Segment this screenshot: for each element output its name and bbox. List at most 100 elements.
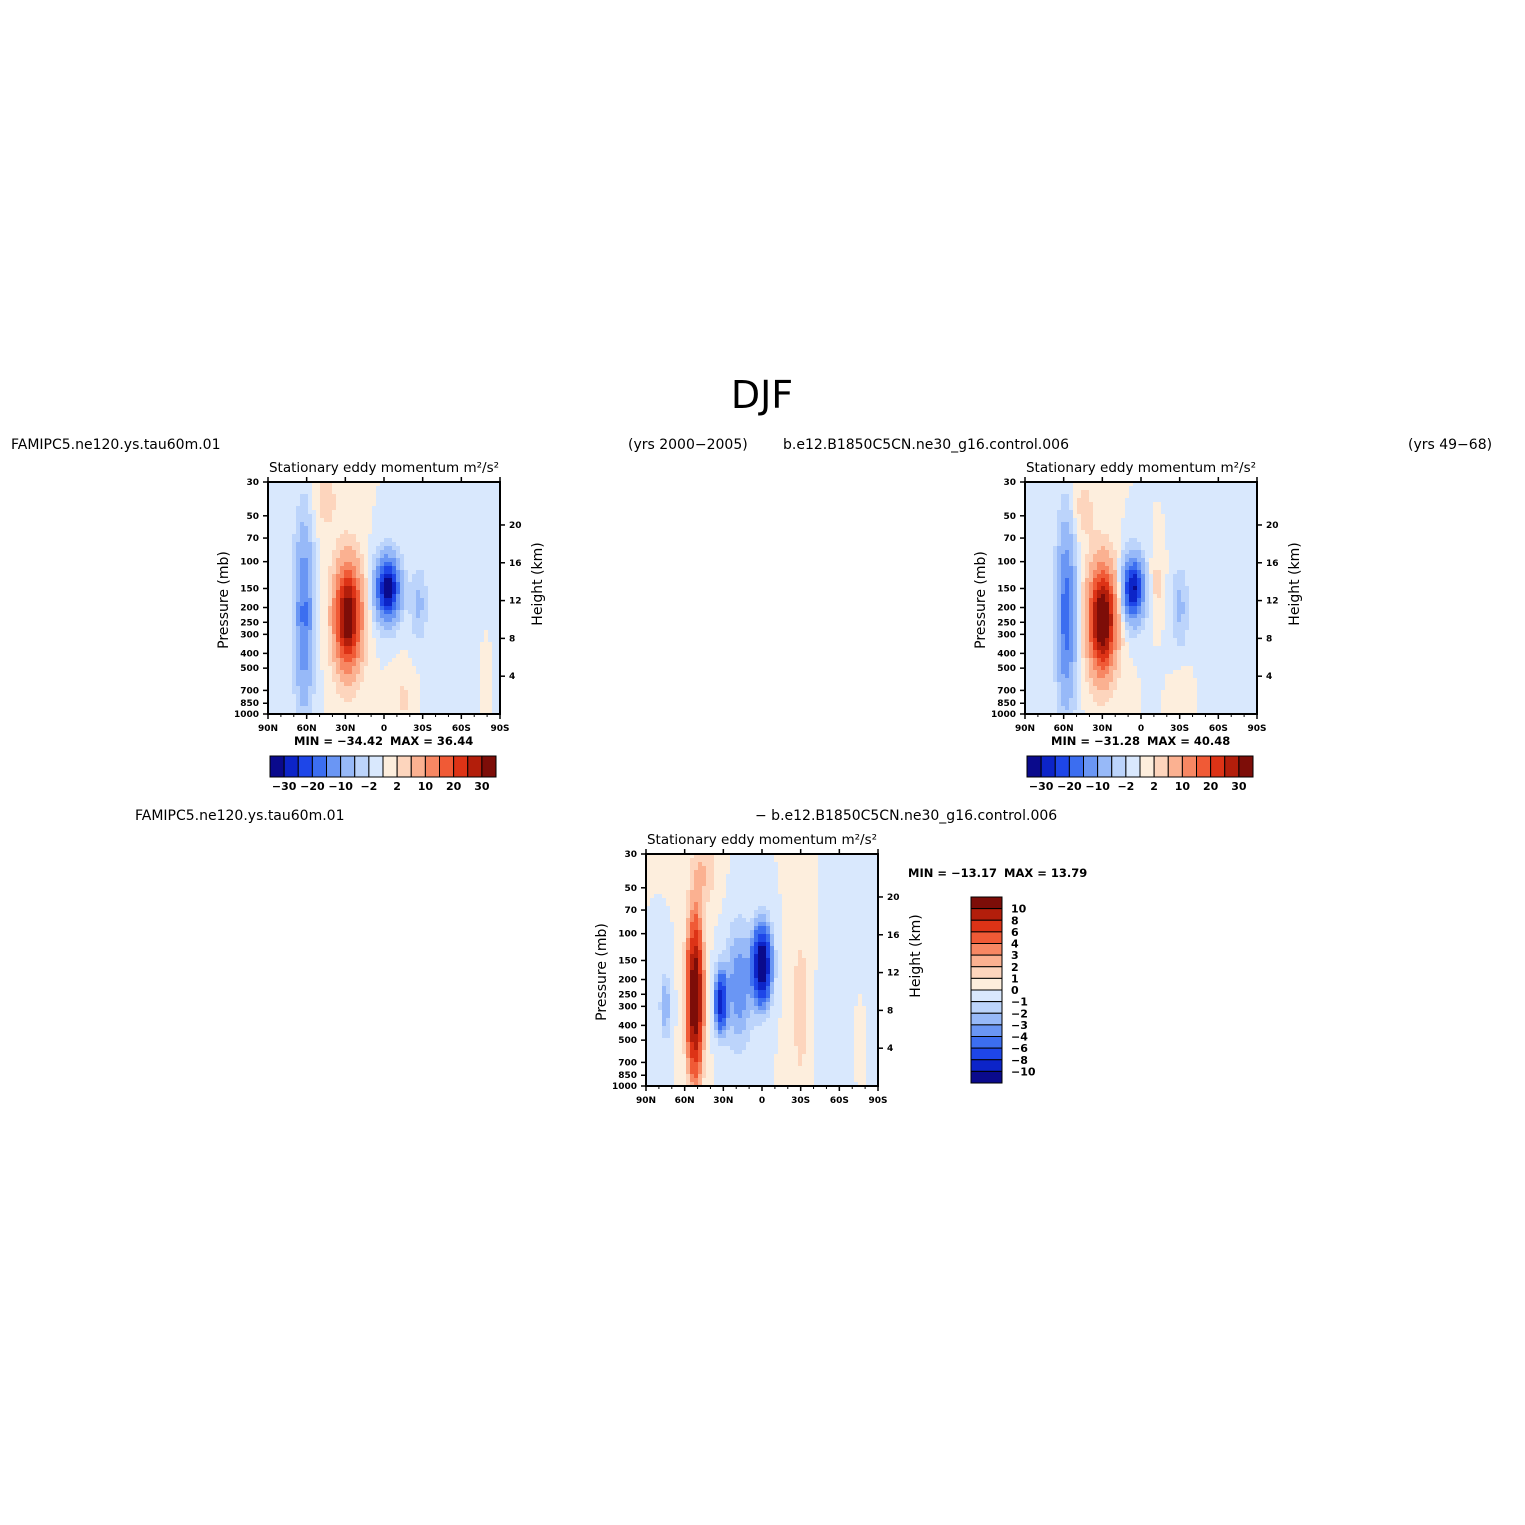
field-cell <box>292 694 297 699</box>
field-cell <box>428 694 433 699</box>
field-cell <box>428 606 433 611</box>
field-cell <box>444 566 449 571</box>
field-cell <box>280 598 285 603</box>
field-cell <box>1089 646 1094 651</box>
field-cell <box>1093 514 1098 519</box>
field-cell <box>444 610 449 615</box>
field-cell <box>376 582 381 587</box>
field-cell <box>492 654 497 659</box>
field-cell <box>348 642 353 647</box>
field-cell <box>396 666 401 671</box>
field-cell <box>276 510 281 515</box>
field-cell <box>1097 678 1102 683</box>
field-cell <box>360 506 365 511</box>
field-cell <box>1037 578 1042 583</box>
field-cell <box>308 622 313 627</box>
field-cell <box>392 634 397 639</box>
field-cell <box>472 586 477 591</box>
field-cell <box>352 566 357 571</box>
field-cell <box>432 550 437 555</box>
field-cell <box>456 518 461 523</box>
field-cell <box>276 662 281 667</box>
field-cell <box>1081 558 1086 563</box>
field-cell <box>1029 538 1034 543</box>
field-cell <box>1105 550 1110 555</box>
field-cell <box>1129 502 1134 507</box>
field-cell <box>268 702 273 707</box>
field-cell <box>1025 602 1030 607</box>
field-cell <box>1113 618 1118 623</box>
field-cell <box>1117 526 1122 531</box>
field-cell <box>488 562 493 567</box>
field-cell <box>416 694 421 699</box>
field-cell <box>488 694 493 699</box>
field-cell <box>448 654 453 659</box>
field-cell <box>384 542 389 547</box>
field-cell <box>460 634 465 639</box>
field-cell <box>332 674 337 679</box>
field-cell <box>1113 638 1118 643</box>
field-cell <box>320 662 325 667</box>
field-cell <box>276 666 281 671</box>
field-cell <box>368 574 373 579</box>
field-cell <box>316 594 321 599</box>
field-cell <box>376 526 381 531</box>
field-cell <box>408 550 413 555</box>
field-cell <box>1081 578 1086 583</box>
field-cell <box>368 562 373 567</box>
field-cell <box>472 534 477 539</box>
field-cell <box>388 534 393 539</box>
field-cell <box>1077 494 1082 499</box>
field-cell <box>1057 586 1062 591</box>
field-cell <box>432 694 437 699</box>
field-cell <box>420 618 425 623</box>
field-cell <box>1097 546 1102 551</box>
field-cell <box>412 538 417 543</box>
field-cell <box>324 566 329 571</box>
field-cell <box>340 518 345 523</box>
field-cell <box>476 682 481 687</box>
field-cell <box>464 694 469 699</box>
field-cell <box>464 590 469 595</box>
field-cell <box>344 586 349 591</box>
field-cell <box>1061 698 1066 703</box>
field-cell <box>472 494 477 499</box>
field-cell <box>1057 666 1062 671</box>
field-cell <box>472 590 477 595</box>
field-cell <box>1105 506 1110 511</box>
field-cell <box>380 546 385 551</box>
field-cell <box>368 662 373 667</box>
field-cell <box>1101 554 1106 559</box>
field-cell <box>1077 534 1082 539</box>
field-cell <box>300 498 305 503</box>
field-cell <box>304 514 309 519</box>
field-cell <box>1117 510 1122 515</box>
field-cell <box>288 630 293 635</box>
field-cell <box>1057 590 1062 595</box>
field-cell <box>452 566 457 571</box>
field-cell <box>308 678 313 683</box>
field-cell <box>268 666 273 671</box>
field-cell <box>1057 562 1062 567</box>
field-cell <box>448 498 453 503</box>
field-cell <box>312 510 317 515</box>
field-cell <box>328 658 333 663</box>
field-cell <box>1041 586 1046 591</box>
field-cell <box>352 658 357 663</box>
field-cell <box>428 498 433 503</box>
field-cell <box>272 526 277 531</box>
field-cell <box>468 642 473 647</box>
field-cell <box>312 518 317 523</box>
field-cell <box>484 518 489 523</box>
field-cell <box>320 526 325 531</box>
field-cell <box>1041 634 1046 639</box>
field-cell <box>308 582 313 587</box>
field-cell <box>324 618 329 623</box>
field-cell <box>1029 502 1034 507</box>
field-cell <box>1065 570 1070 575</box>
field-cell <box>436 678 441 683</box>
field-cell <box>1097 522 1102 527</box>
field-cell <box>1085 678 1090 683</box>
field-cell <box>464 494 469 499</box>
field-cell <box>484 590 489 595</box>
